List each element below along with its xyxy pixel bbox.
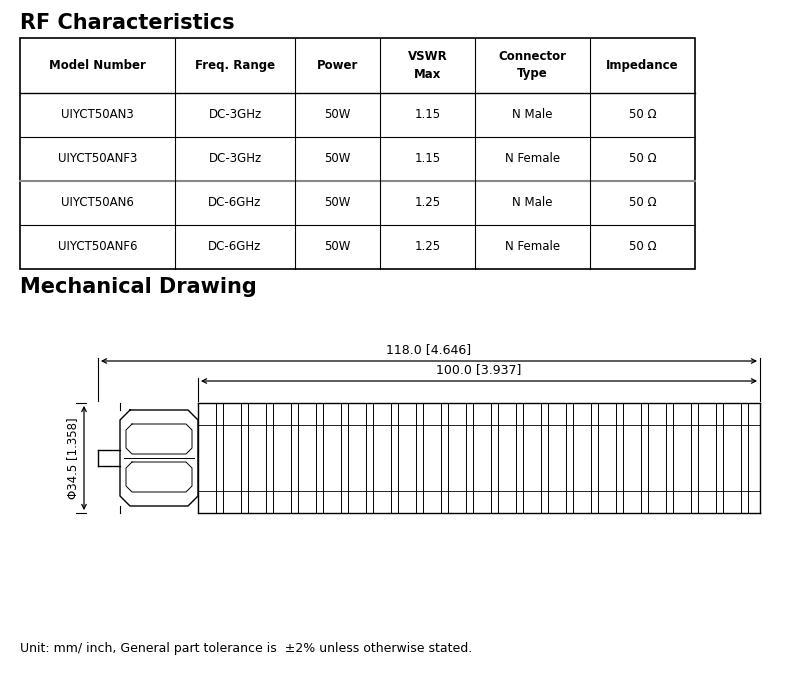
Text: Freq. Range: Freq. Range [195,59,275,72]
Text: Model Number: Model Number [49,59,146,72]
Text: 118.0 [4.646]: 118.0 [4.646] [386,343,471,356]
Text: Unit: mm/ inch, General part tolerance is  ±2% unless otherwise stated.: Unit: mm/ inch, General part tolerance i… [20,642,472,655]
Text: RF Characteristics: RF Characteristics [20,13,234,33]
Text: 50 Ω: 50 Ω [629,153,656,166]
Text: 1.15: 1.15 [414,108,441,122]
Text: DC-6GHz: DC-6GHz [208,197,262,209]
Text: Φ34.5 [1.358]: Φ34.5 [1.358] [66,417,79,499]
Text: Mechanical Drawing: Mechanical Drawing [20,277,257,297]
Text: Power: Power [317,59,358,72]
Text: N Male: N Male [512,197,553,209]
Text: 50W: 50W [324,197,350,209]
Text: 1.15: 1.15 [414,153,441,166]
Text: UIYCT50AN6: UIYCT50AN6 [61,197,134,209]
Text: N Male: N Male [512,108,553,122]
Text: N Female: N Female [505,240,560,254]
Bar [20,38,695,269]
Text: 50 Ω: 50 Ω [629,108,656,122]
Text: 50 Ω: 50 Ω [629,240,656,254]
Text: 1.25: 1.25 [414,197,441,209]
Text: N Female: N Female [505,153,560,166]
Text: 50W: 50W [324,108,350,122]
Text: UIYCT50ANF3: UIYCT50ANF3 [58,153,137,166]
Text: UIYCT50AN3: UIYCT50AN3 [61,108,134,122]
Text: 1.25: 1.25 [414,240,441,254]
Text: 50W: 50W [324,153,350,166]
Text: Connector
Type: Connector Type [498,50,566,81]
Text: UIYCT50ANF6: UIYCT50ANF6 [58,240,138,254]
Text: DC-3GHz: DC-3GHz [208,108,262,122]
Text: DC-3GHz: DC-3GHz [208,153,262,166]
Text: DC-6GHz: DC-6GHz [208,240,262,254]
Text: 50 Ω: 50 Ω [629,197,656,209]
Text: VSWR
Max: VSWR Max [408,50,447,81]
Text: 50W: 50W [324,240,350,254]
Text: Impedance: Impedance [606,59,679,72]
Text: 100.0 [3.937]: 100.0 [3.937] [436,363,522,376]
